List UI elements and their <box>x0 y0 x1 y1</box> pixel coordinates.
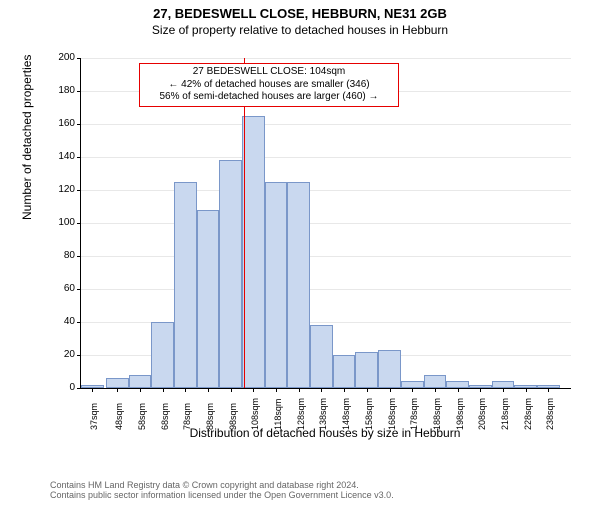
bar-138 <box>310 325 333 388</box>
bar-128 <box>287 182 310 388</box>
xtick-198 <box>458 388 459 392</box>
xtick-68 <box>163 388 164 392</box>
xtick-148 <box>344 388 345 392</box>
ytick-200 <box>77 58 81 59</box>
ytick-100 <box>77 223 81 224</box>
xtick-118 <box>276 388 277 392</box>
xtick-228 <box>526 388 527 392</box>
ytick-label-200: 200 <box>37 52 75 63</box>
ytick-label-40: 40 <box>37 316 75 327</box>
xtick-168 <box>390 388 391 392</box>
bar-198 <box>446 381 469 388</box>
xtick-128 <box>299 388 300 392</box>
xtick-108 <box>253 388 254 392</box>
xtick-138 <box>321 388 322 392</box>
ytick-label-20: 20 <box>37 349 75 360</box>
y-axis-label: Number of detached properties <box>20 55 34 220</box>
ytick-140 <box>77 157 81 158</box>
annotation-box: 27 BEDESWELL CLOSE: 104sqm ← 42% of deta… <box>139 63 399 107</box>
x-axis-label: Distribution of detached houses by size … <box>80 426 570 440</box>
annotation-line2: ← 42% of detached houses are smaller (34… <box>144 79 394 92</box>
bar-218 <box>492 381 515 388</box>
xtick-78 <box>185 388 186 392</box>
bar-158 <box>355 352 378 388</box>
xtick-158 <box>367 388 368 392</box>
bar-88 <box>197 210 220 388</box>
bar-68 <box>151 322 174 388</box>
ytick-180 <box>77 91 81 92</box>
ytick-60 <box>77 289 81 290</box>
xtick-208 <box>480 388 481 392</box>
bar-98 <box>219 160 242 388</box>
reference-line <box>244 58 245 388</box>
bar-58 <box>129 375 152 388</box>
gridline-y-120 <box>81 190 571 191</box>
footer-line2: Contains public sector information licen… <box>50 490 394 500</box>
annotation-line3: 56% of semi-detached houses are larger (… <box>144 91 394 104</box>
xtick-48 <box>117 388 118 392</box>
plot-area: 02040608010012014016018020037sqm48sqm58s… <box>80 58 571 389</box>
page-subtitle: Size of property relative to detached ho… <box>0 23 600 37</box>
ytick-label-160: 160 <box>37 118 75 129</box>
ytick-label-100: 100 <box>37 217 75 228</box>
xtick-98 <box>231 388 232 392</box>
ytick-40 <box>77 322 81 323</box>
xtick-37 <box>92 388 93 392</box>
bar-178 <box>401 381 424 388</box>
footer: Contains HM Land Registry data © Crown c… <box>50 480 394 500</box>
bar-108 <box>242 116 265 388</box>
gridline-y-80 <box>81 256 571 257</box>
chart-container: Number of detached properties 0204060801… <box>36 50 580 430</box>
ytick-160 <box>77 124 81 125</box>
ytick-label-0: 0 <box>37 382 75 393</box>
xtick-58 <box>140 388 141 392</box>
ytick-0 <box>77 388 81 389</box>
ytick-label-120: 120 <box>37 184 75 195</box>
annotation-line1: 27 BEDESWELL CLOSE: 104sqm <box>144 66 394 79</box>
bar-48 <box>106 378 129 388</box>
ytick-label-80: 80 <box>37 250 75 261</box>
xtick-238 <box>548 388 549 392</box>
bar-118 <box>265 182 288 388</box>
bar-188 <box>424 375 447 388</box>
gridline-y-160 <box>81 124 571 125</box>
bar-148 <box>333 355 356 388</box>
ytick-120 <box>77 190 81 191</box>
ytick-label-140: 140 <box>37 151 75 162</box>
ytick-label-60: 60 <box>37 283 75 294</box>
xtick-188 <box>435 388 436 392</box>
bar-168 <box>378 350 401 388</box>
gridline-y-200 <box>81 58 571 59</box>
xtick-88 <box>208 388 209 392</box>
footer-line1: Contains HM Land Registry data © Crown c… <box>50 480 394 490</box>
xtick-218 <box>503 388 504 392</box>
ytick-20 <box>77 355 81 356</box>
page-title: 27, BEDESWELL CLOSE, HEBBURN, NE31 2GB <box>0 6 600 21</box>
ytick-80 <box>77 256 81 257</box>
bar-78 <box>174 182 197 388</box>
ytick-label-180: 180 <box>37 85 75 96</box>
gridline-y-140 <box>81 157 571 158</box>
gridline-y-100 <box>81 223 571 224</box>
xtick-178 <box>412 388 413 392</box>
gridline-y-60 <box>81 289 571 290</box>
